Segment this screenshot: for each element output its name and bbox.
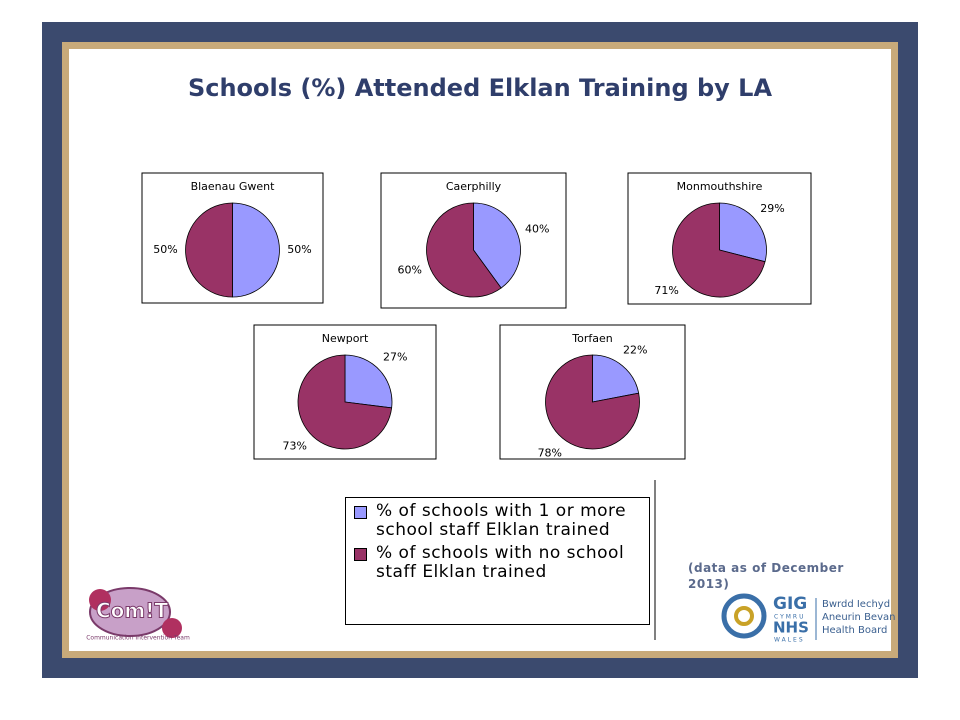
legend-label: % of schools with 1 or more school staff… [376,501,627,540]
logo-knot [721,593,767,639]
legend: % of schools with 1 or more school staff… [345,497,650,625]
pie-slice [672,202,766,298]
pie-label: 78% [538,447,562,460]
pie-slice [297,354,393,450]
slide-title: Schools (%) Attended Elklan Training by … [188,74,773,102]
chart-title: Blaenau Gwent [191,180,276,193]
pie-slice [344,354,393,409]
pie-slice [232,202,280,298]
nhs-logo: GIG CYMRU NHS WALES [721,593,817,644]
legend-swatch [354,548,367,561]
logo-text: CYMRU [774,614,806,621]
pie-label: 71% [654,284,678,297]
pie-label: 73% [283,439,307,452]
logo-text: GIG [773,594,807,614]
chart-title: Caerphilly [446,180,502,193]
pie-label: 27% [383,351,407,364]
pie-label: 50% [153,243,177,256]
chart-title: Monmouthshire [677,180,763,193]
logo-text: Com!T [96,599,168,623]
pie-slice [426,202,502,298]
chart-title: Newport [322,332,369,345]
logo-bird [162,618,182,638]
pie-label: 22% [623,343,647,356]
logo-text: NHS [773,619,809,637]
pie-label: 50% [287,243,311,256]
logo-knot [734,606,754,626]
logo-bird [89,589,111,611]
pie-label: 60% [398,264,422,277]
legend-label: % of schools with no school staff Elklan… [376,543,625,582]
legend-entry: % of schools with 1 or more school staff… [352,502,643,540]
legend-swatch [354,506,367,519]
pie-slice [185,202,233,298]
pie-label: 40% [525,222,549,235]
pie-slice [592,354,640,403]
pie-slice [719,202,767,263]
pie-slice [545,354,640,450]
logo-text: WALES [774,637,805,644]
comit-logo: Com!T Communication Intervention Team [86,587,190,642]
note: (data as of December 2013) [688,561,844,591]
chart-title: Torfaen [571,332,612,345]
logo-board-name: Bwrdd Iechyd Aneurin Bevan Health Board [822,599,896,636]
pie-label: 29% [760,202,784,215]
legend-entry: % of schools with no school staff Elklan… [352,544,643,582]
pie-slice [473,202,521,289]
logo-subtext: Communication Intervention Team [86,635,190,642]
